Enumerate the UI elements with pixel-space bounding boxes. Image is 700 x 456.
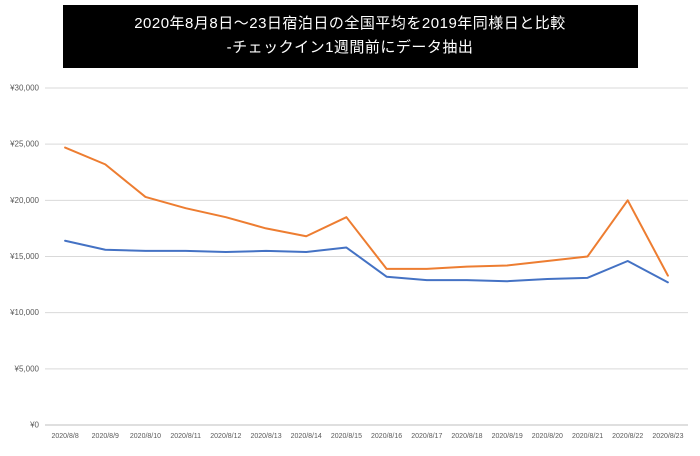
x-axis-label: 2020/8/13 (250, 433, 281, 440)
x-axis-label: 2020/8/21 (572, 433, 603, 440)
x-axis-label: 2020/8/20 (532, 433, 563, 440)
x-axis-label: 2020/8/23 (652, 433, 683, 440)
x-axis-label: 2020/8/14 (291, 433, 322, 440)
line-chart: ¥0 ¥5,000 ¥10,000 ¥15,000 ¥20,000 ¥25,000 ¥30,… (0, 68, 700, 456)
x-axis-label: 2020/8/18 (451, 433, 482, 440)
chart-svg: ¥0 ¥5,000 ¥10,000 ¥15,000 ¥20,000 ¥25,000 ¥30,… (9, 84, 688, 440)
chart-page: 2020年8月8日～23日宿泊日の全国平均を2019年同様日と比較 -チェックイ… (0, 5, 700, 456)
x-axis-label: 2020/8/11 (170, 433, 201, 440)
y-axis-label: ¥0 (29, 421, 39, 430)
x-axis-label: 2020/8/10 (130, 433, 161, 440)
x-axis-label: 2020/8/8 (51, 433, 78, 440)
y-axis-label: ¥10,000 (9, 308, 39, 317)
y-axis-label: ¥30,000 (9, 84, 39, 93)
series-line-2019 (64, 146, 669, 277)
y-axis-label: ¥20,000 (9, 196, 39, 205)
chart-title-line1: 2020年8月8日～23日宿泊日の全国平均を2019年同様日と比較 (134, 15, 566, 32)
x-axis-label: 2020/8/17 (411, 433, 442, 440)
chart-title-banner: 2020年8月8日～23日宿泊日の全国平均を2019年同様日と比較 -チェックイ… (62, 5, 638, 68)
x-axis-label: 2020/8/15 (331, 433, 362, 440)
series-line-2020 (64, 239, 669, 284)
x-axis-label: 2020/8/12 (210, 433, 241, 440)
y-axis-label: ¥25,000 (9, 140, 39, 149)
chart-title-line2: -チェックイン1週間前にデータ抽出 (226, 39, 474, 56)
x-axis-label: 2020/8/22 (612, 433, 643, 440)
x-axis-label: 2020/8/19 (492, 433, 523, 440)
x-axis-label: 2020/8/16 (371, 433, 402, 440)
x-axis-label: 2020/8/9 (92, 433, 119, 440)
y-axis-label: ¥15,000 (9, 252, 39, 261)
y-axis-label: ¥5,000 (14, 364, 40, 373)
